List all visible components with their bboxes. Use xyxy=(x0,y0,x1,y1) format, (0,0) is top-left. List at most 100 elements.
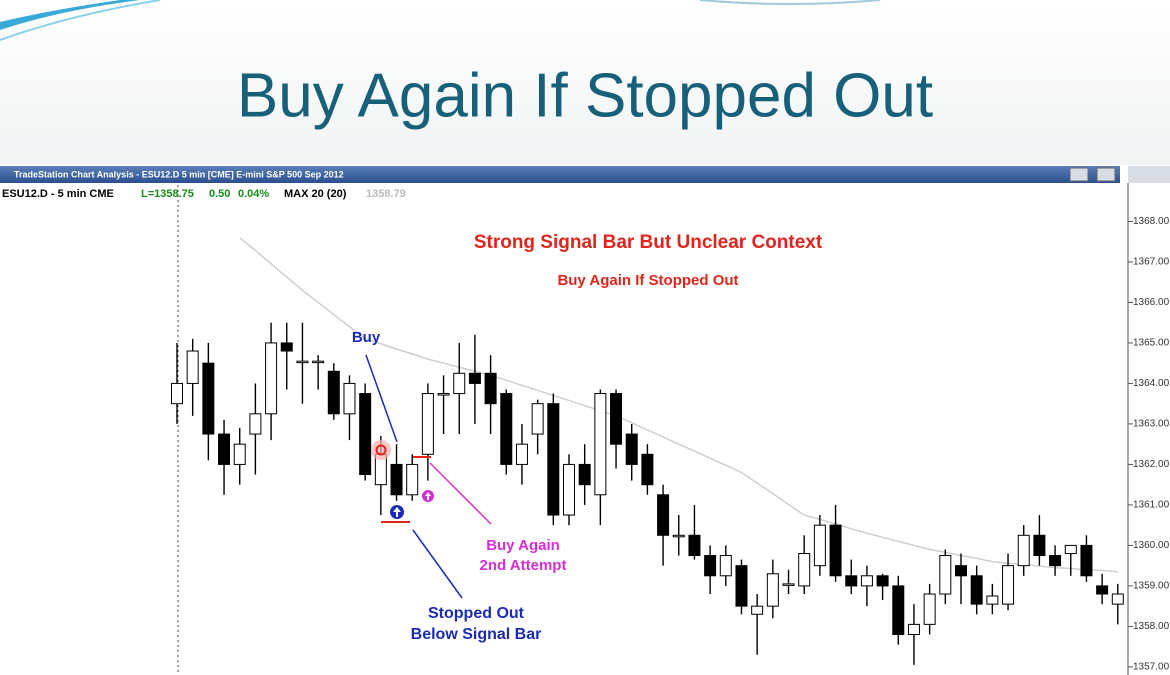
candle-body xyxy=(907,623,920,636)
window-controls[interactable] xyxy=(1128,166,1170,183)
y-tick-label: 1358.00 xyxy=(1133,621,1170,632)
annotation: Below Signal Bar xyxy=(411,626,542,643)
pointer-line xyxy=(429,462,492,525)
status-study-value: 1358.79 xyxy=(366,188,406,200)
candle-body xyxy=(563,463,575,516)
candle-body xyxy=(1080,544,1093,577)
candle-body xyxy=(970,575,983,605)
candle-body xyxy=(249,413,262,435)
y-tick-label: 1361.00 xyxy=(1133,500,1170,511)
candle-body xyxy=(657,494,670,536)
window-titlebar xyxy=(0,166,1120,183)
candle-body xyxy=(327,370,340,415)
candle-body xyxy=(1002,565,1015,605)
window-button[interactable] xyxy=(1096,167,1116,182)
annotation: 2nd Attempt xyxy=(480,557,567,574)
plot-area xyxy=(0,183,1128,675)
candle-body xyxy=(1049,555,1062,567)
candle-body xyxy=(845,575,858,587)
candle-body xyxy=(704,555,717,577)
candle-body xyxy=(547,403,560,516)
candle-body xyxy=(202,362,215,435)
candle-body xyxy=(688,534,701,557)
candle-body xyxy=(484,372,497,405)
annotation: Buy Again xyxy=(486,537,560,554)
candle-body xyxy=(515,443,528,465)
status-symbol: ESU12.D - 5 min CME xyxy=(2,188,114,200)
candle-body xyxy=(766,573,779,607)
candle-body xyxy=(280,342,293,352)
candle-body xyxy=(641,453,654,486)
y-tick-label: 1364.00 xyxy=(1133,378,1170,389)
slide-background xyxy=(0,0,1170,165)
candle-body xyxy=(359,393,372,476)
candle-body xyxy=(876,575,889,587)
annotation: Stopped Out xyxy=(428,605,525,622)
candle-body xyxy=(751,605,764,615)
signal-marker xyxy=(375,444,387,456)
candle-body xyxy=(453,372,466,395)
candle-body xyxy=(986,595,999,605)
candle-body xyxy=(625,433,638,465)
candle-body xyxy=(406,463,419,496)
annotation: Buy xyxy=(352,329,381,346)
candle-body xyxy=(390,463,403,496)
pointer-line xyxy=(412,529,463,599)
y-tick-label: 1360.00 xyxy=(1133,540,1170,551)
candle-body xyxy=(813,524,826,567)
candle-body xyxy=(735,565,748,607)
y-tick-label: 1367.00 xyxy=(1133,257,1170,268)
candle-body xyxy=(923,593,936,625)
candle-body xyxy=(171,382,183,405)
candle-body xyxy=(782,583,795,586)
buy-marker-arrow xyxy=(393,507,401,517)
candle-body xyxy=(1033,534,1046,557)
candle-body xyxy=(296,360,309,364)
candle-body xyxy=(829,524,842,577)
y-tick-label: 1359.00 xyxy=(1133,581,1170,592)
candle-body xyxy=(500,393,513,465)
y-tick-label: 1365.00 xyxy=(1133,338,1170,349)
candle-body xyxy=(343,382,356,415)
rebuy-marker-arrow xyxy=(425,492,431,500)
candle-body xyxy=(955,565,967,577)
candle-body xyxy=(437,393,450,396)
candle-body xyxy=(798,553,811,587)
decor-swoosh xyxy=(0,0,161,41)
window-title: TradeStation Chart Analysis - ESU12.D 5 … xyxy=(14,169,344,179)
candle-body xyxy=(1111,593,1124,605)
candle-body xyxy=(265,342,278,415)
candle-body xyxy=(233,443,246,465)
candle-body xyxy=(421,393,434,455)
moving-average xyxy=(239,237,1118,573)
pointer-line xyxy=(365,354,398,443)
candle-body xyxy=(892,585,905,636)
status-change: 0.50 xyxy=(209,188,230,200)
candle-body xyxy=(531,403,544,435)
y-tick-label: 1357.00 xyxy=(1133,662,1170,673)
candle-body xyxy=(468,372,481,384)
candle-body xyxy=(594,393,607,496)
y-tick-label: 1362.00 xyxy=(1133,459,1170,470)
window-button[interactable] xyxy=(1069,167,1089,182)
candle-body xyxy=(218,433,231,465)
y-tick-label: 1366.00 xyxy=(1133,297,1170,308)
candle-body xyxy=(312,360,325,364)
status-last: L=1358.75 xyxy=(141,188,194,200)
decor-swoosh xyxy=(699,0,881,5)
candle-body xyxy=(719,555,732,577)
candle-body xyxy=(939,555,952,595)
y-tick-label: 1363.00 xyxy=(1133,419,1170,430)
annotation: Strong Signal Bar But Unclear Context xyxy=(474,232,823,253)
candle-body xyxy=(1064,544,1077,555)
status-study: MAX 20 (20) xyxy=(284,188,347,200)
candle-body xyxy=(186,350,199,384)
status-pct: 0.04% xyxy=(238,188,269,200)
slide-title: Buy Again If Stopped Out xyxy=(237,61,933,130)
candle-body xyxy=(860,575,873,587)
candle-body xyxy=(1096,585,1109,595)
y-tick-label: 1368.00 xyxy=(1133,216,1170,227)
candle-body xyxy=(610,393,623,445)
signal-marker-glow xyxy=(371,440,391,460)
